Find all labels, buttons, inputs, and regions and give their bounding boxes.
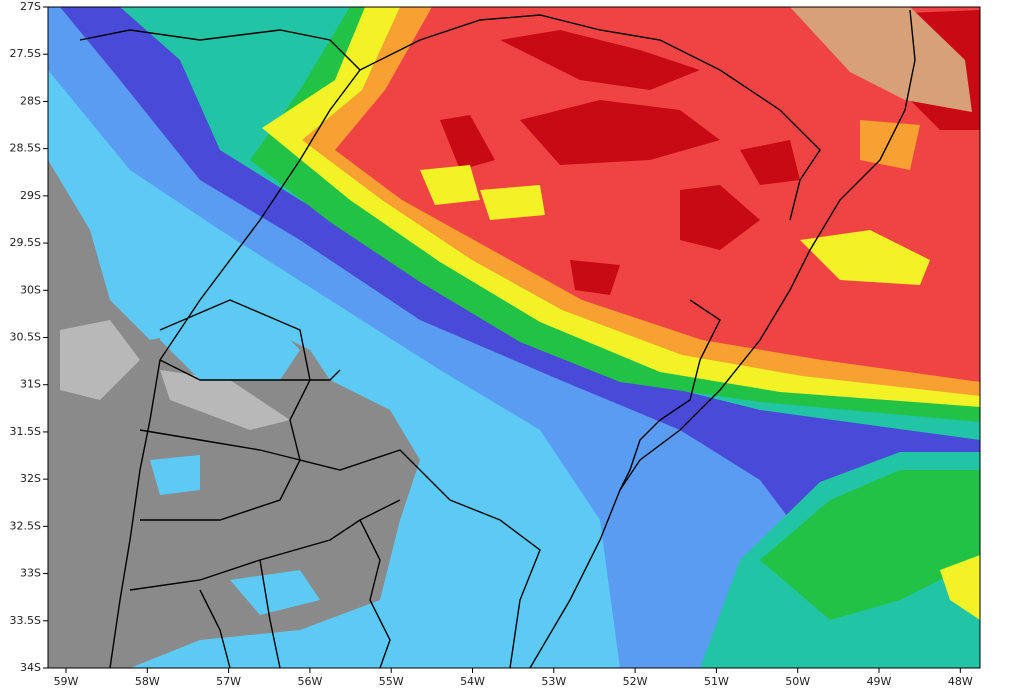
x-tick-label: 57W: [216, 675, 241, 688]
field-shading: [48, 7, 980, 668]
y-tick-label: 33.5S: [10, 614, 41, 627]
x-tick-label: 48W: [948, 675, 973, 688]
y-tick-label: 29S: [20, 189, 41, 202]
y-tick-label: 27S: [20, 0, 41, 13]
boundaries: [79, 9, 916, 669]
y-axis: 27S 27.5S 28S 28.5S 29S 29.5S 30S 30.5S 31S 31.5S…: [10, 0, 48, 674]
x-tick-label: 51W: [704, 675, 729, 688]
y-tick-label: 32S: [20, 472, 41, 485]
x-tick-label: 59W: [54, 675, 79, 688]
y-tick-label: 31S: [20, 378, 41, 391]
y-tick-label: 30S: [20, 283, 41, 296]
x-tick-label: 52W: [623, 675, 648, 688]
y-tick-label: 33S: [20, 567, 41, 580]
y-tick-label: 30.5S: [10, 331, 41, 344]
y-tick-label: 31.5S: [10, 425, 41, 438]
x-tick-label: 54W: [460, 675, 485, 688]
x-tick-label: 50W: [785, 675, 810, 688]
y-tick-label: 29.5S: [10, 236, 41, 249]
y-tick-label: 28S: [20, 94, 41, 107]
y-tick-label: 34S: [20, 661, 41, 674]
x-tick-label: 55W: [379, 675, 404, 688]
x-tick-label: 49W: [867, 675, 892, 688]
x-tick-label: 58W: [135, 675, 160, 688]
y-tick-label: 27.5S: [10, 47, 41, 60]
y-tick-label: 28.5S: [10, 142, 41, 155]
x-tick-label: 53W: [541, 675, 566, 688]
x-tick-label: 56W: [297, 675, 322, 688]
x-axis: 59W 58W 57W 56W 55W 54W 53W 52W 51W 50W 49W 48W: [54, 668, 973, 688]
y-tick-label: 32.5S: [10, 519, 41, 532]
